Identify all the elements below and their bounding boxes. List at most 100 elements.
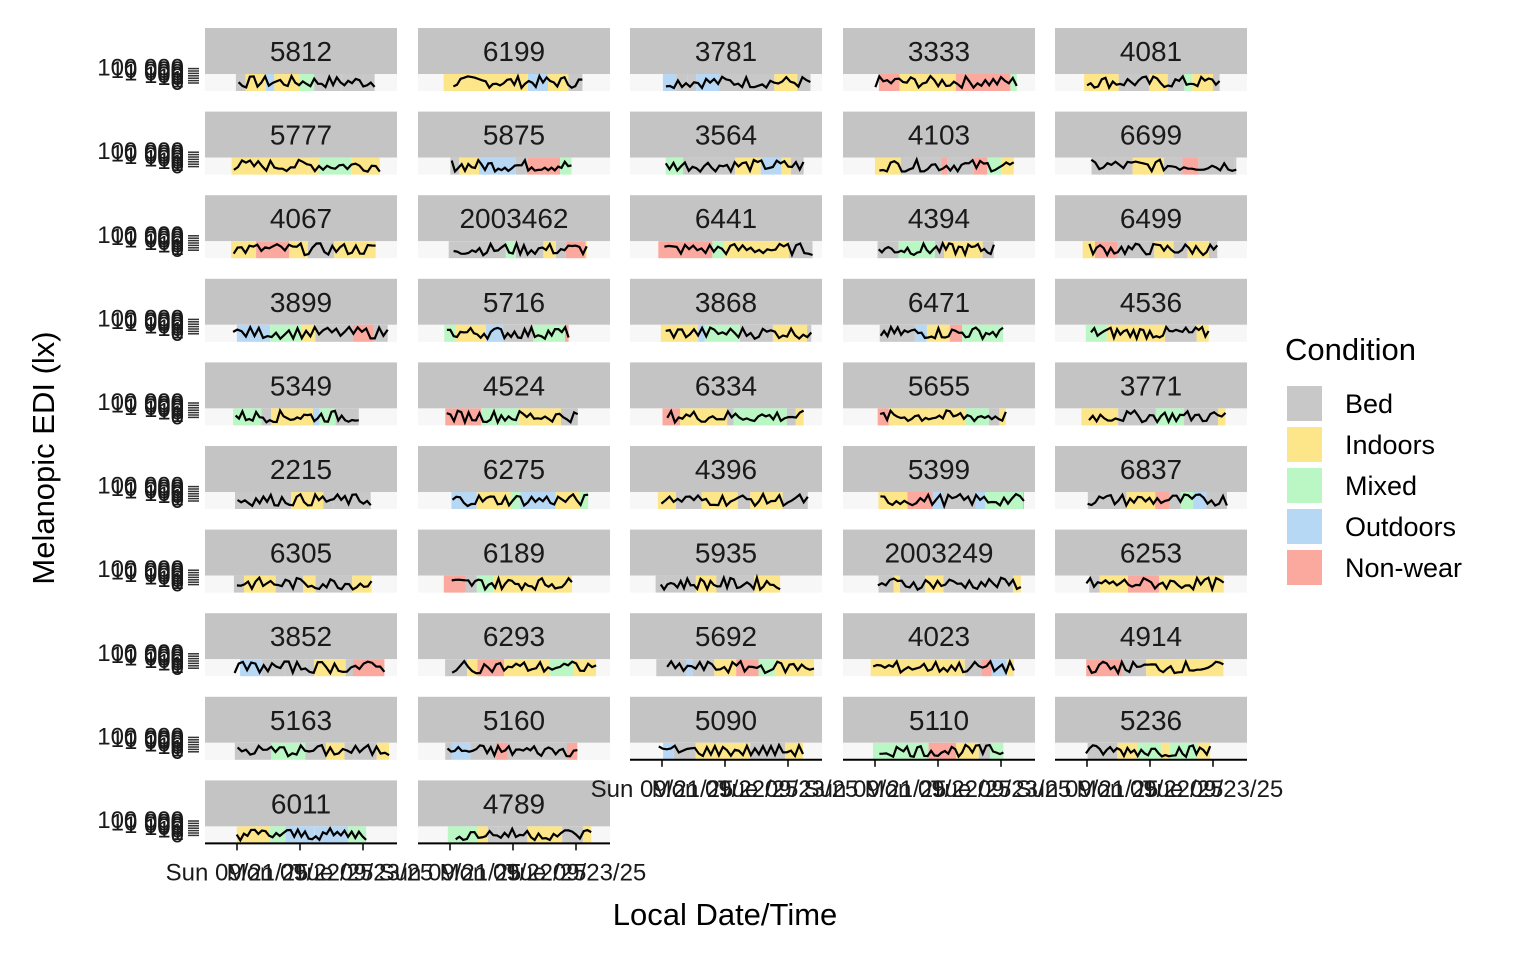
facet-strip [1055,111,1247,158]
condition-band [1117,742,1138,760]
condition-band [964,659,982,677]
legend-swatch-mixed [1287,468,1322,503]
light-trace [880,492,1025,510]
condition-band [955,74,987,91]
x-tick-label: Tue 09/23/25 [506,859,647,886]
facet-panel-5875: 5875 [418,111,610,175]
light-trace [235,826,367,843]
condition-band [1182,157,1199,175]
y-tick-label: 100 [144,62,184,89]
y-tick-label: 0 [171,320,184,347]
facet-strip [630,613,822,660]
light-trace [446,324,570,341]
facet-strip-label: 2003249 [884,538,993,569]
facet-strip [630,278,822,325]
y-tick-label: 1 [171,401,184,428]
y-tick-label: 100 [144,229,184,256]
condition-band [554,408,561,426]
facet-strip-label: 3771 [1120,370,1182,401]
condition-band [981,659,992,677]
condition-band [1161,742,1170,760]
light-trace [446,408,579,426]
light-trace [665,74,811,90]
legend-swatch-nonwear [1287,550,1322,585]
facet-panel-4067: 4067 [205,195,397,259]
facet-panel-6441: 6441 [630,195,822,259]
x-tick-label: Mon 09/22/25 [865,776,1012,803]
facet-strip-label: 4524 [483,370,545,401]
condition-band [719,74,753,91]
condition-band [1089,575,1100,593]
condition-band [717,408,728,426]
facet-strip [205,362,397,409]
x-tick-label: Sun 09/21/25 [379,859,522,886]
x-tick-label: Tue 09/23/25 [718,776,859,803]
y-tick-label: 0 [171,654,184,681]
condition-band [695,742,703,760]
condition-band [447,826,478,844]
condition-band [579,492,589,509]
facet-strip [205,780,397,827]
facet-strip [418,362,610,409]
facet-panel-5110: 5110 [843,696,1035,760]
light-trace [452,73,583,91]
light-trace [879,324,1004,342]
condition-band [660,324,699,342]
light-trace [1090,324,1210,342]
facet-strip-label: 4081 [1120,36,1182,67]
facet-strip-label: 3852 [270,621,332,652]
facet-panels: 5812 6199 3781 3333 4081 5777 5875 3564 4103 6699… [205,28,1247,844]
y-tick-label: 1 [171,819,184,846]
y-tick-label: 0 [171,403,184,430]
y-tick-label: 10 [157,566,184,593]
light-trace [453,240,588,258]
y-tick-label: 1 [171,652,184,679]
condition-band [1184,74,1193,91]
condition-band [443,575,466,593]
condition-band [562,826,583,844]
facet-strip-label: 4067 [270,203,332,234]
condition-band [870,659,882,677]
light-trace [879,156,1015,174]
y-tick-label: 10 000 [111,224,184,251]
facet-strip [630,111,822,158]
condition-band [1013,575,1021,593]
legend-title: Condition [1285,332,1416,367]
y-tick-label: 100 [144,814,184,841]
light-trace [664,242,813,258]
condition-band [891,157,901,175]
legend: Condition Bed Indoors Mixed Outdoors Non-wea… [1285,332,1462,585]
condition-band [536,575,547,593]
x-tick-label: Sun 09/21/25 [591,776,734,803]
condition-band [334,241,370,259]
condition-band [976,575,1007,593]
facet-strip-label: 6189 [483,538,545,569]
y-tick-label: 100 000 [97,389,184,416]
facet-strip-label: 5655 [908,370,970,401]
facet-panel-3771: 3771 [1055,362,1247,426]
y-tick-label: 1 000 [124,394,184,421]
facet-strip [205,446,397,492]
condition-band [990,742,1004,760]
condition-band [235,74,246,91]
light-trace [660,491,809,508]
facet-strip-label: 6199 [483,36,545,67]
facet-panel-2003462: 2003462 [418,195,610,259]
y-tick-label: 1 [171,735,184,762]
facet-strip [843,696,1035,743]
light-trace [233,158,381,173]
facet-strip-label: 6293 [483,621,545,652]
condition-band [1087,492,1121,509]
legend-label: Bed [1345,389,1393,419]
facet-strip [1055,529,1247,576]
condition-band [1155,492,1170,509]
facet-panel-5692: 5692 [630,613,822,677]
legend-swatch-bed [1287,386,1322,421]
y-tick-label: 10 [157,148,184,175]
facet-strip [843,362,1035,409]
y-tick-label: 100 [144,647,184,674]
